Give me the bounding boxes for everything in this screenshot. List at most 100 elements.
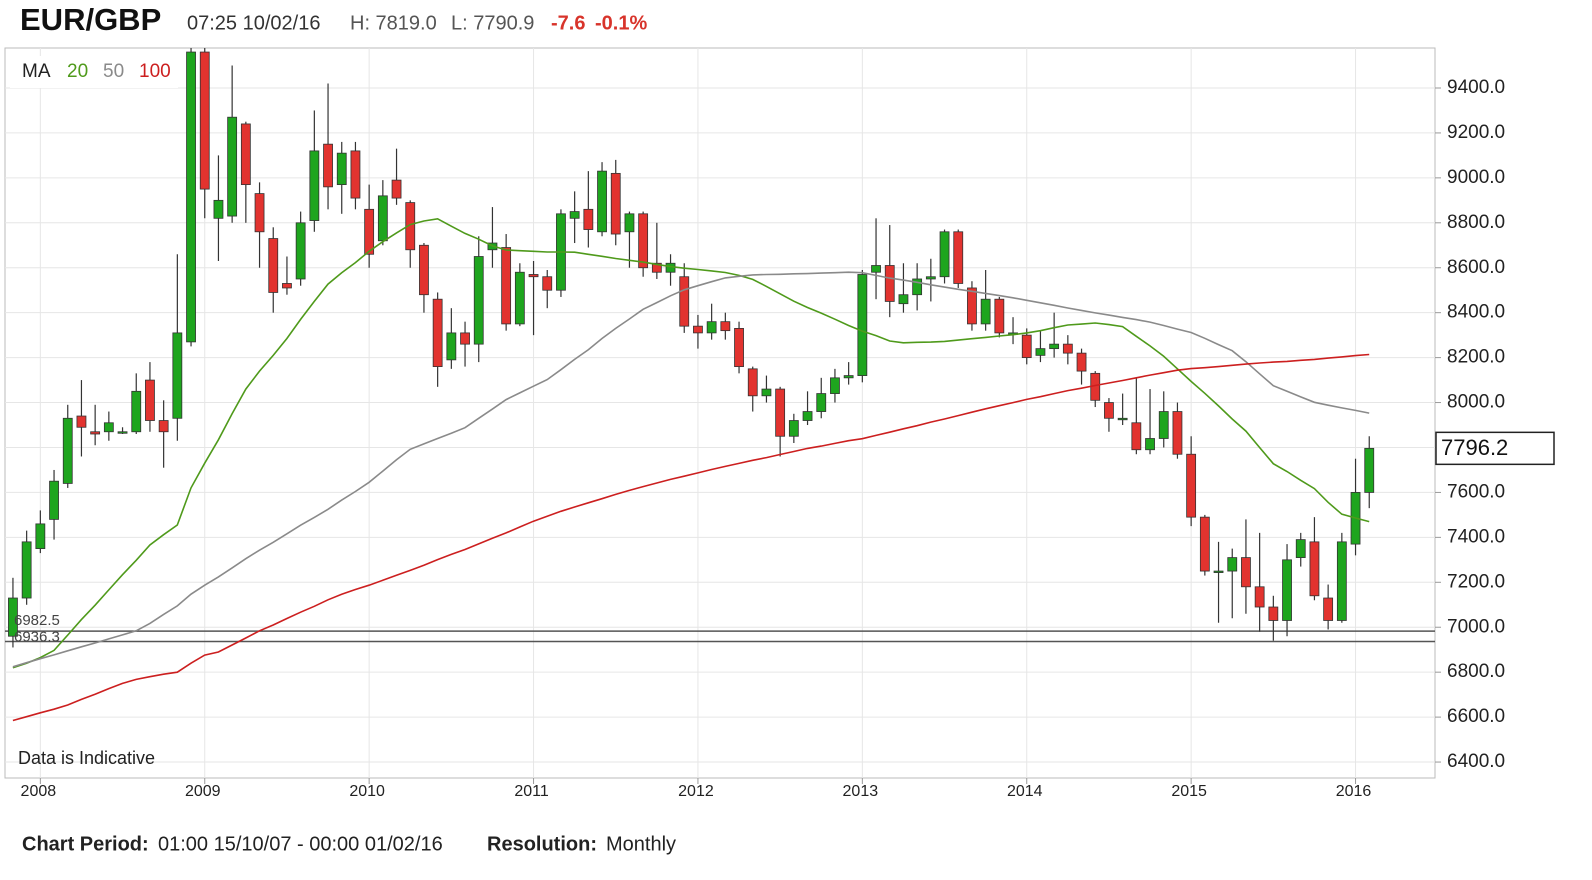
x-tick-label: 2010 [349, 783, 385, 800]
candle-body [953, 231, 964, 284]
candle-body [1117, 417, 1128, 421]
candle-body [364, 208, 375, 255]
candle-body [1227, 557, 1238, 572]
high: H: 7819.0 [350, 12, 437, 34]
candle-body [1282, 559, 1292, 621]
candle-body [871, 265, 881, 273]
candle-body [597, 170, 607, 233]
candle-body [542, 276, 553, 291]
candle-body [830, 377, 840, 394]
candle-body [460, 332, 470, 345]
candle-body [569, 211, 580, 219]
candle-body [76, 415, 87, 428]
candle-body [843, 375, 854, 379]
x-tick-label: 2015 [1171, 783, 1207, 800]
candle-body [1364, 447, 1375, 493]
candle-body [419, 244, 429, 296]
legend-entry: 20 [67, 61, 88, 82]
candle-body [939, 231, 950, 278]
candle-body [967, 287, 977, 325]
y-tick-label: 8600.0 [1447, 257, 1505, 278]
candle-body [391, 179, 402, 199]
x-tick-label: 2014 [1007, 783, 1043, 800]
candle-body [1131, 422, 1142, 451]
candle-body [323, 143, 333, 188]
candle-body [679, 276, 690, 327]
candle-body [35, 523, 46, 549]
legend-entry: 100 [139, 61, 171, 82]
x-tick-label: 2008 [21, 783, 57, 800]
change: -7.6 [551, 12, 585, 34]
candle-body [62, 417, 73, 484]
candle-body [775, 388, 786, 437]
y-tick-label: 8200.0 [1447, 347, 1505, 368]
candle-body [1254, 586, 1265, 608]
candle-body [282, 283, 292, 289]
x-tick-label: 2012 [678, 783, 714, 800]
y-tick-label: 6800.0 [1447, 661, 1505, 682]
candle-body [1172, 411, 1183, 455]
resolution: Monthly [606, 833, 676, 855]
candle-body [295, 222, 306, 280]
candle-body [788, 420, 799, 437]
candle-body [994, 298, 1005, 334]
last-price: 7796.2 [1441, 435, 1508, 460]
candle-body [898, 294, 909, 305]
resolution-label: Resolution: [487, 833, 597, 855]
x-tick-label: 2013 [843, 783, 879, 800]
candle-body [117, 431, 128, 434]
ma-line [12, 217, 1370, 669]
y-tick-label: 8400.0 [1447, 302, 1505, 323]
y-tick-label: 7600.0 [1447, 481, 1505, 502]
candle-body [501, 247, 512, 325]
x-tick-label: 2016 [1336, 783, 1372, 800]
plot-frame [4, 47, 1436, 779]
y-tick-label: 7400.0 [1447, 526, 1505, 547]
y-tick-label: 6400.0 [1447, 751, 1505, 772]
candle-body [103, 422, 114, 433]
candle-body [802, 411, 813, 421]
candle-body [1076, 352, 1087, 372]
candle-body [131, 390, 142, 433]
candle-body [1158, 411, 1169, 439]
y-tick-label: 9400.0 [1447, 77, 1505, 98]
candle-body [377, 195, 388, 242]
candle-body [980, 298, 991, 325]
candle-body [514, 271, 525, 325]
legend-title: MA [22, 61, 51, 82]
note: Data is Indicative [18, 748, 155, 768]
candle-body [912, 278, 923, 296]
candle-body [1021, 334, 1032, 359]
period: 01:00 15/10/07 - 00:00 01/02/16 [158, 833, 443, 855]
level-label: 6982.5 [14, 612, 60, 629]
candle-body [925, 276, 936, 280]
candle-body [158, 420, 169, 433]
candle-body [350, 150, 361, 199]
y-tick-label: 8800.0 [1447, 212, 1505, 233]
period-label: Chart Period: [22, 833, 149, 855]
legend-box [10, 56, 178, 88]
candle-body [1062, 343, 1073, 354]
candle-body [90, 431, 101, 435]
candle-body [473, 256, 484, 345]
y-tick-label: 7000.0 [1447, 616, 1505, 637]
candle-body [761, 388, 772, 397]
candle-body [747, 368, 758, 397]
low: L: 7790.9 [451, 12, 534, 34]
candle-body [706, 321, 717, 334]
candle-body [8, 597, 18, 637]
last-price-box [1435, 431, 1555, 466]
candle-body [651, 262, 662, 273]
x-tick-label: 2009 [185, 783, 221, 800]
candle-body [199, 51, 210, 190]
candle-body [186, 51, 196, 343]
candle-body [227, 116, 238, 217]
candle-body [734, 328, 744, 368]
candle-body [336, 152, 347, 186]
candle-body [884, 265, 895, 302]
candle-body [1035, 348, 1046, 356]
y-tick-label: 6600.0 [1447, 706, 1505, 727]
candle-body [1295, 539, 1306, 558]
legend-entry: 50 [103, 61, 124, 82]
